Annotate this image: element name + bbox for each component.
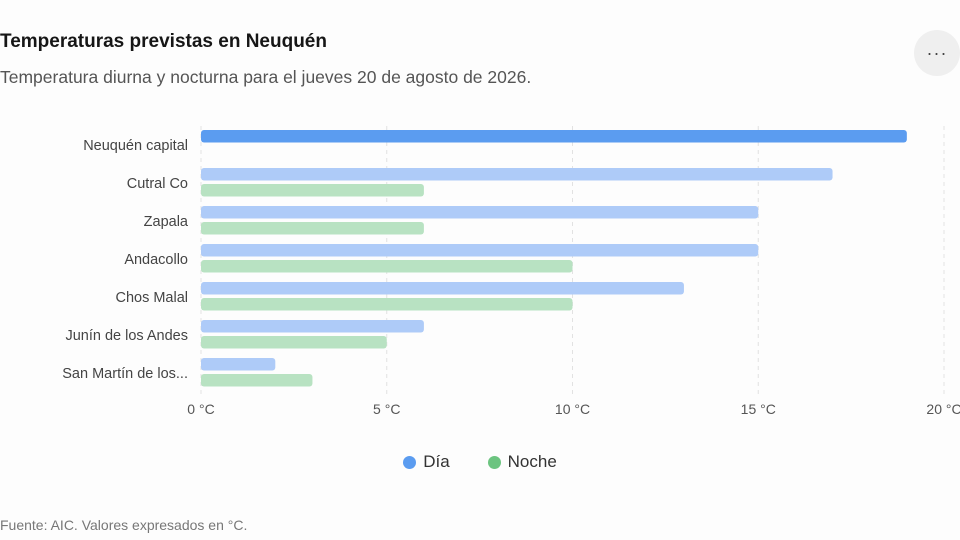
chart-subtitle: Temperatura diurna y nocturna para el ju…	[0, 67, 532, 87]
more-options-button[interactable]: ···	[914, 30, 960, 76]
bar-day	[201, 358, 276, 371]
legend-label-day: Día	[423, 452, 450, 471]
legend: Día Noche	[0, 452, 960, 472]
legend-dot-day	[403, 455, 417, 469]
category-label: Zapala	[144, 214, 189, 230]
bar-day	[201, 244, 759, 257]
bar-day	[201, 168, 833, 181]
bar-day	[201, 282, 684, 295]
source-note: Fuente: AIC. Valores expresados en °C.	[0, 517, 248, 533]
bar-night	[201, 260, 573, 273]
category-label: Neuquén capital	[83, 138, 188, 154]
bar-night	[201, 298, 573, 311]
x-tick-label: 20 °C	[926, 401, 960, 417]
bar-night	[201, 336, 387, 349]
ellipsis-icon: ···	[926, 42, 948, 63]
bar-night	[201, 222, 424, 235]
category-label: Andacollo	[124, 252, 188, 268]
category-label: Junín de los Andes	[65, 328, 188, 344]
bar-day	[201, 206, 759, 219]
category-label: San Martín de los...	[62, 366, 188, 382]
bar-night	[201, 374, 313, 387]
category-label: Chos Malal	[115, 290, 188, 306]
x-tick-label: 10 °C	[555, 401, 590, 417]
bar-day	[201, 320, 424, 333]
bar-day	[201, 130, 907, 143]
legend-label-night: Noche	[507, 452, 557, 471]
bar-night	[201, 184, 424, 197]
chart-title: Temperaturas previstas en Neuquén	[0, 31, 327, 52]
legend-dot-night	[487, 455, 501, 469]
x-tick-label: 0 °C	[187, 401, 214, 417]
legend-item-night[interactable]: Noche	[487, 452, 557, 472]
category-label: Cutral Co	[127, 176, 188, 192]
legend-item-day[interactable]: Día	[403, 452, 450, 472]
x-tick-label: 15 °C	[741, 401, 776, 417]
x-tick-label: 5 °C	[373, 401, 400, 417]
